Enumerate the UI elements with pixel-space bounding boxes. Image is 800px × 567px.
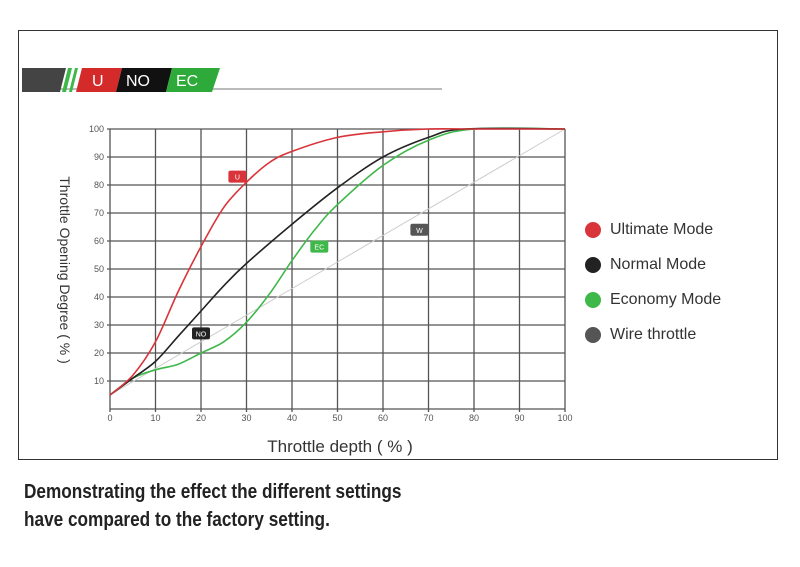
legend-label: Economy Mode bbox=[610, 290, 722, 308]
figure-frame bbox=[18, 30, 778, 460]
caption: Demonstrating the effect the different s… bbox=[24, 478, 626, 534]
x-axis-label: Throttle depth ( % ) bbox=[267, 437, 413, 456]
series-tags: U NO EC W bbox=[192, 170, 429, 340]
y-axis-label: Throttle Opening Degree ( % ) bbox=[57, 176, 73, 364]
tick-labels: 0 10 20 30 40 50 60 70 80 90 100 10 20 30 40 50 60 70 80 90… bbox=[89, 124, 573, 423]
x-tick-label: 90 bbox=[514, 413, 524, 423]
series-tag-ec bbox=[310, 240, 329, 253]
series-tag-text: W bbox=[416, 228, 423, 235]
legend-item: Economy Mode bbox=[585, 282, 721, 317]
y-tick-label: 60 bbox=[94, 236, 104, 246]
mode-logo: U NO EC bbox=[22, 68, 442, 92]
logo-no: NO bbox=[126, 73, 150, 90]
series-tag-text: EC bbox=[314, 245, 324, 252]
logo-u: U bbox=[92, 73, 104, 90]
x-tick-label: 40 bbox=[287, 413, 297, 423]
series-lines bbox=[109, 127, 566, 396]
x-tick-label: 80 bbox=[469, 413, 479, 423]
logo-ec: EC bbox=[176, 73, 198, 90]
legend-item: Wire throttle bbox=[585, 317, 721, 352]
caption-line-1: Demonstrating the effect the different s… bbox=[24, 481, 402, 503]
y-tick-label: 70 bbox=[94, 208, 104, 218]
legend-dot-icon bbox=[585, 291, 601, 308]
legend-label: Ultimate Mode bbox=[610, 220, 714, 238]
y-tick-label: 90 bbox=[94, 152, 104, 162]
legend-label: Normal Mode bbox=[610, 255, 707, 273]
series-tag-no bbox=[192, 327, 210, 340]
series-line-no bbox=[109, 127, 566, 396]
legend-label: Wire throttle bbox=[610, 325, 697, 343]
y-tick-label: 40 bbox=[94, 292, 104, 302]
legend-dot-icon bbox=[585, 221, 601, 238]
legend-dot-icon bbox=[585, 256, 601, 273]
x-tick-label: 70 bbox=[423, 413, 433, 423]
y-tick-label: 80 bbox=[94, 180, 104, 190]
series-line-ec bbox=[109, 127, 566, 396]
series-tag-u bbox=[228, 170, 247, 183]
x-tick-label: 100 bbox=[557, 413, 572, 423]
y-tick-label: 50 bbox=[94, 264, 104, 274]
legend-item: Normal Mode bbox=[585, 247, 721, 282]
y-tick-label: 10 bbox=[94, 376, 104, 386]
series-tag-text: U bbox=[235, 175, 240, 182]
x-tick-label: 0 bbox=[107, 413, 112, 423]
series-line-u bbox=[109, 127, 565, 396]
legend-dot-icon bbox=[585, 326, 601, 343]
y-tick-label: 100 bbox=[89, 124, 104, 134]
x-tick-label: 50 bbox=[332, 413, 342, 423]
x-tick-label: 30 bbox=[241, 413, 251, 423]
series-tag-w bbox=[410, 223, 429, 236]
x-tick-label: 60 bbox=[378, 413, 388, 423]
y-tick-label: 30 bbox=[94, 320, 104, 330]
legend-item: Ultimate Mode bbox=[585, 212, 721, 247]
grid bbox=[107, 128, 566, 412]
caption-line-2: have compared to the factory setting. bbox=[24, 509, 330, 531]
legend: Ultimate Mode Normal Mode Economy Mode Wire… bbox=[585, 212, 721, 352]
x-tick-label: 20 bbox=[196, 413, 206, 423]
y-tick-label: 20 bbox=[94, 348, 104, 358]
series-tag-text: NO bbox=[196, 331, 207, 338]
x-tick-label: 10 bbox=[150, 413, 160, 423]
